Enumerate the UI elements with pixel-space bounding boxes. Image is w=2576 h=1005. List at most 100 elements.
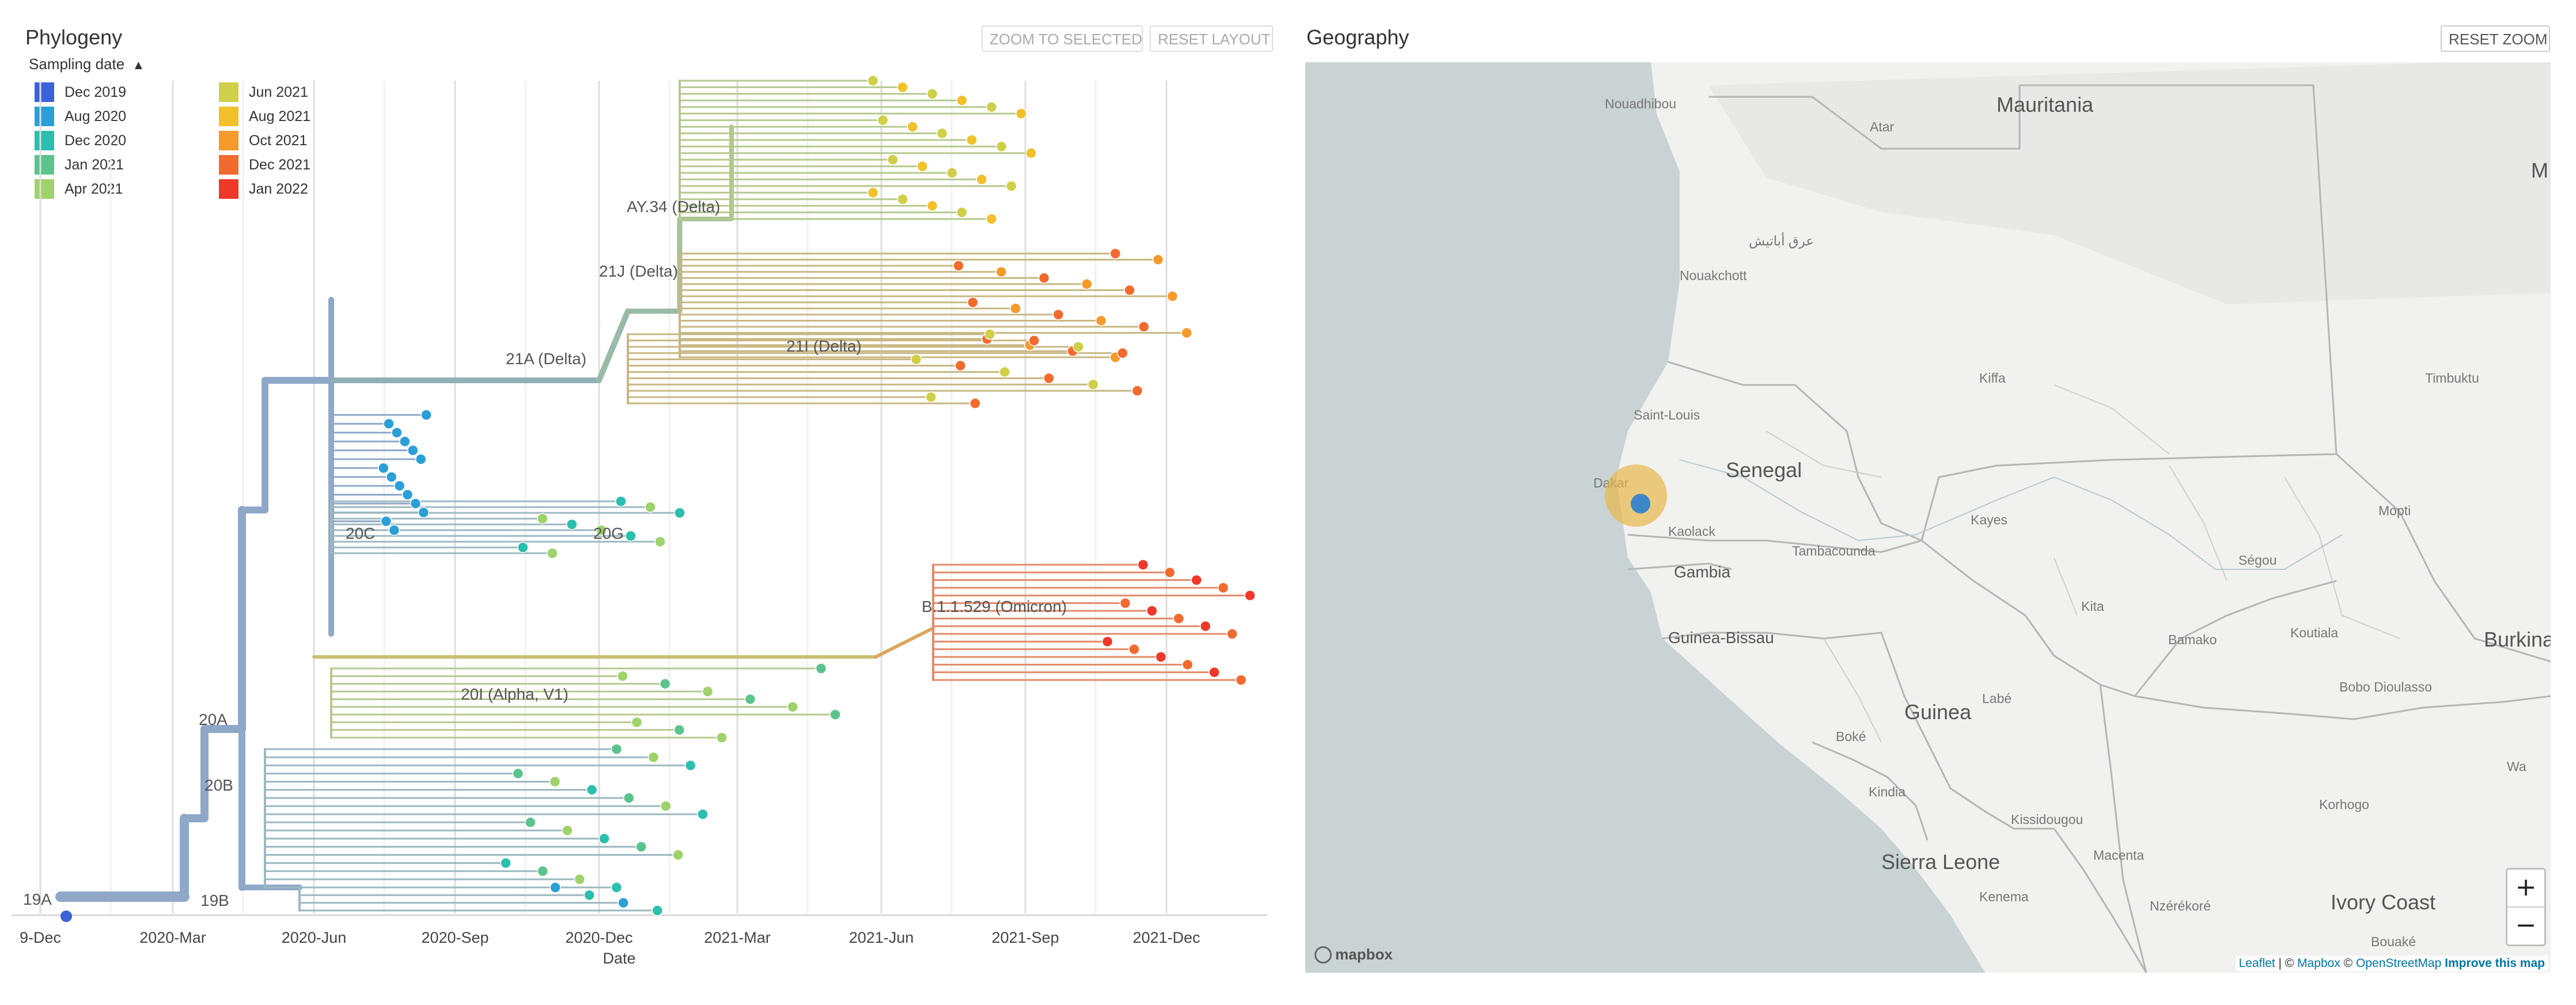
tree-tip[interactable] — [744, 693, 756, 705]
tree-tip[interactable] — [995, 266, 1007, 278]
tree-tip[interactable] — [1181, 659, 1194, 671]
tree-tip[interactable] — [1052, 309, 1064, 320]
tree-tip[interactable] — [1010, 303, 1021, 315]
tree-tip[interactable] — [956, 95, 968, 107]
tree-tip[interactable] — [954, 360, 967, 372]
legend-item[interactable]: Apr 2021 — [35, 179, 123, 199]
tree-tip[interactable] — [1081, 278, 1093, 290]
osm-link[interactable]: OpenStreetMap — [2356, 957, 2442, 970]
tree-tip[interactable] — [877, 114, 889, 126]
tree-tip[interactable] — [897, 193, 908, 205]
tree-tip[interactable] — [984, 328, 996, 340]
tree-tip[interactable] — [517, 542, 529, 553]
legend-item[interactable]: Aug 2021 — [219, 106, 310, 127]
tree-tip[interactable] — [596, 524, 607, 536]
tree-tip[interactable] — [916, 160, 929, 172]
tree-tip[interactable] — [1217, 582, 1229, 594]
legend-item[interactable]: Jun 2021 — [219, 82, 308, 103]
tree-tip[interactable] — [611, 882, 623, 893]
tree-tip[interactable] — [966, 134, 978, 146]
tree-tip[interactable] — [1191, 574, 1202, 586]
tree-tip[interactable] — [999, 366, 1010, 378]
tree-tip[interactable] — [1038, 272, 1050, 284]
tree-tip[interactable] — [574, 874, 585, 885]
tree-tip[interactable] — [926, 88, 938, 100]
tree-tip[interactable] — [418, 507, 430, 518]
tree-tip[interactable] — [829, 709, 841, 720]
tree-tip[interactable] — [1124, 284, 1135, 296]
tree-tip[interactable] — [1173, 613, 1184, 625]
tree-tip[interactable] — [388, 524, 400, 536]
tree-tip[interactable] — [415, 454, 427, 465]
tree-tip[interactable] — [1146, 605, 1158, 617]
tree-tip[interactable] — [787, 701, 798, 713]
tree-tip[interactable] — [1119, 597, 1131, 609]
zoom-in-button[interactable]: + — [2515, 872, 2537, 902]
tree-tip[interactable] — [385, 471, 397, 483]
reset-layout-button[interactable]: RESET LAYOUT — [1150, 25, 1273, 52]
tree-tip[interactable] — [1152, 254, 1164, 266]
tree-tip[interactable] — [1109, 248, 1121, 259]
tree-tip[interactable] — [407, 444, 419, 456]
tree-tip[interactable] — [547, 547, 558, 559]
tree-tip[interactable] — [654, 536, 666, 547]
legend-toggle[interactable]: Sampling date ▲ — [29, 55, 351, 73]
tree-root-tip[interactable] — [60, 910, 72, 922]
leaflet-link[interactable]: Leaflet — [2238, 957, 2275, 970]
tree-tip[interactable] — [566, 519, 578, 530]
tree-tip[interactable] — [1166, 290, 1178, 302]
legend-item[interactable]: Dec 2020 — [35, 130, 126, 151]
tree-tip[interactable] — [586, 784, 598, 796]
tree-tip[interactable] — [660, 800, 672, 812]
tree-tip[interactable] — [897, 81, 908, 93]
tree-tip[interactable] — [617, 670, 628, 682]
tree-tip[interactable] — [1164, 566, 1176, 579]
tree-tip[interactable] — [925, 391, 937, 403]
tree-tip[interactable] — [1199, 620, 1211, 632]
tree-tip[interactable] — [910, 353, 922, 365]
tree-tip[interactable] — [1155, 651, 1167, 663]
tree-tip[interactable] — [936, 127, 948, 139]
map[interactable]: Mauritania Senegal Gambia Guinea-Bissau … — [1305, 62, 2551, 973]
tree-tip[interactable] — [1137, 559, 1149, 570]
tree-tip[interactable] — [421, 409, 432, 421]
tree-tip[interactable] — [631, 716, 643, 728]
tree-tip[interactable] — [1043, 372, 1055, 384]
tree-tip[interactable] — [598, 833, 610, 845]
zoom-out-button[interactable]: − — [2507, 906, 2544, 944]
tree-tip[interactable] — [926, 200, 938, 211]
phylogeny-tree[interactable]: 9-Dec 2020-Mar 2020-Jun 2020-Sep 2020-Dec 202… — [0, 0, 1290, 1005]
tree-tip[interactable] — [967, 296, 979, 308]
tree-tip[interactable] — [956, 206, 968, 218]
tree-tip[interactable] — [1181, 327, 1192, 339]
legend-item[interactable]: Aug 2020 — [35, 106, 126, 127]
mapbox-link[interactable]: Mapbox — [2297, 957, 2340, 970]
tree-tip[interactable] — [867, 75, 879, 86]
tree-tip[interactable] — [697, 808, 709, 820]
sample-location-center[interactable] — [1631, 494, 1650, 513]
tree-tip[interactable] — [635, 841, 647, 853]
tree-tip[interactable] — [1101, 636, 1113, 648]
tree-tip[interactable] — [537, 513, 548, 524]
tree-tip[interactable] — [651, 905, 663, 916]
legend-item[interactable]: Dec 2021 — [219, 154, 310, 175]
tree-tip[interactable] — [1209, 666, 1220, 678]
tree-tips[interactable] — [60, 75, 1256, 922]
tree-tip[interactable] — [378, 462, 389, 474]
tree-tip[interactable] — [623, 792, 635, 804]
tree-tip[interactable] — [410, 498, 422, 509]
tree-tip[interactable] — [1244, 590, 1256, 602]
tree-tip[interactable] — [995, 141, 1007, 153]
tree-tip[interactable] — [659, 678, 671, 690]
tree-tip[interactable] — [672, 849, 684, 861]
zoom-to-selected-button[interactable]: ZOOM TO SELECTED — [982, 25, 1143, 52]
tree-tip[interactable] — [550, 882, 561, 893]
tree-tip[interactable] — [887, 154, 899, 165]
tree-tip[interactable] — [1028, 335, 1040, 346]
tree-tip[interactable] — [399, 436, 411, 447]
tree-tip[interactable] — [1095, 315, 1107, 327]
tree-tip[interactable] — [976, 173, 987, 186]
tree-tip[interactable] — [986, 213, 998, 225]
tree-tip[interactable] — [537, 866, 548, 877]
tree-tip[interactable] — [500, 857, 512, 869]
